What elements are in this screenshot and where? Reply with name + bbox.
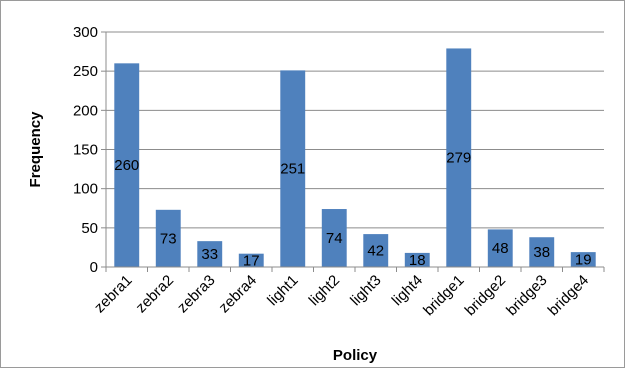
x-tick-label-bridge2: bridge2	[462, 272, 509, 319]
data-label-light4: 18	[409, 252, 426, 269]
y-tick-label: 150	[73, 142, 98, 159]
x-tick-label-bridge3: bridge3	[503, 272, 550, 319]
data-label-bridge2: 48	[492, 240, 509, 257]
data-label-light3: 42	[367, 243, 384, 260]
bar-light4	[404, 252, 430, 267]
bar-bridge1	[446, 48, 472, 268]
x-tick-label-zebra4: zebra4	[216, 272, 260, 316]
data-label-zebra2: 73	[160, 230, 177, 247]
x-tick-label-light2: light2	[306, 272, 343, 309]
x-tick-label-light4: light4	[389, 272, 426, 309]
bar-zebra3	[197, 241, 223, 267]
x-axis-title: Policy	[333, 347, 378, 364]
x-tick-label-bridge4: bridge4	[545, 272, 592, 319]
y-tick-label: 0	[90, 259, 98, 276]
bar-bridge2	[487, 229, 513, 267]
y-tick-label: 250	[73, 63, 98, 80]
bar-bridge4	[570, 252, 596, 267]
bars	[114, 48, 596, 268]
data-label-bridge1: 279	[446, 150, 471, 167]
data-labels: 260 73 33 17 251 74 42 18 279 48 38 19	[114, 150, 591, 270]
y-tick-label: 200	[73, 102, 98, 119]
data-label-zebra4: 17	[243, 252, 260, 269]
gridlines	[106, 31, 604, 229]
y-tick-label: 100	[73, 181, 98, 198]
data-label-bridge3: 38	[533, 244, 550, 261]
x-tick-label-bridge1: bridge1	[420, 272, 467, 319]
y-tick-label: 300	[73, 24, 98, 41]
x-tick-label-zebra3: zebra3	[174, 272, 218, 316]
data-label-bridge4: 19	[575, 252, 592, 269]
y-axis-ticks: 0 50 100 150 200 250 300	[73, 24, 106, 276]
bar-zebra2	[155, 209, 181, 267]
x-tick-label-zebra1: zebra1	[91, 272, 135, 316]
bar-zebra4	[238, 253, 264, 267]
data-label-light1: 251	[280, 161, 305, 178]
bar-light1	[280, 70, 306, 267]
bar-light2	[321, 209, 347, 267]
bar-zebra1	[114, 63, 140, 268]
y-tick-label: 50	[81, 220, 98, 237]
data-label-light2: 74	[326, 230, 343, 247]
x-tick-label-zebra2: zebra2	[133, 272, 177, 316]
y-axis-title: Frequency	[27, 111, 44, 188]
x-tick-label-light3: light3	[347, 272, 384, 309]
data-label-zebra3: 33	[201, 246, 218, 263]
bar-light3	[363, 234, 389, 267]
bar-bridge3	[529, 237, 555, 267]
data-label-zebra1: 260	[114, 157, 139, 174]
x-tick-label-light1: light1	[264, 272, 301, 309]
